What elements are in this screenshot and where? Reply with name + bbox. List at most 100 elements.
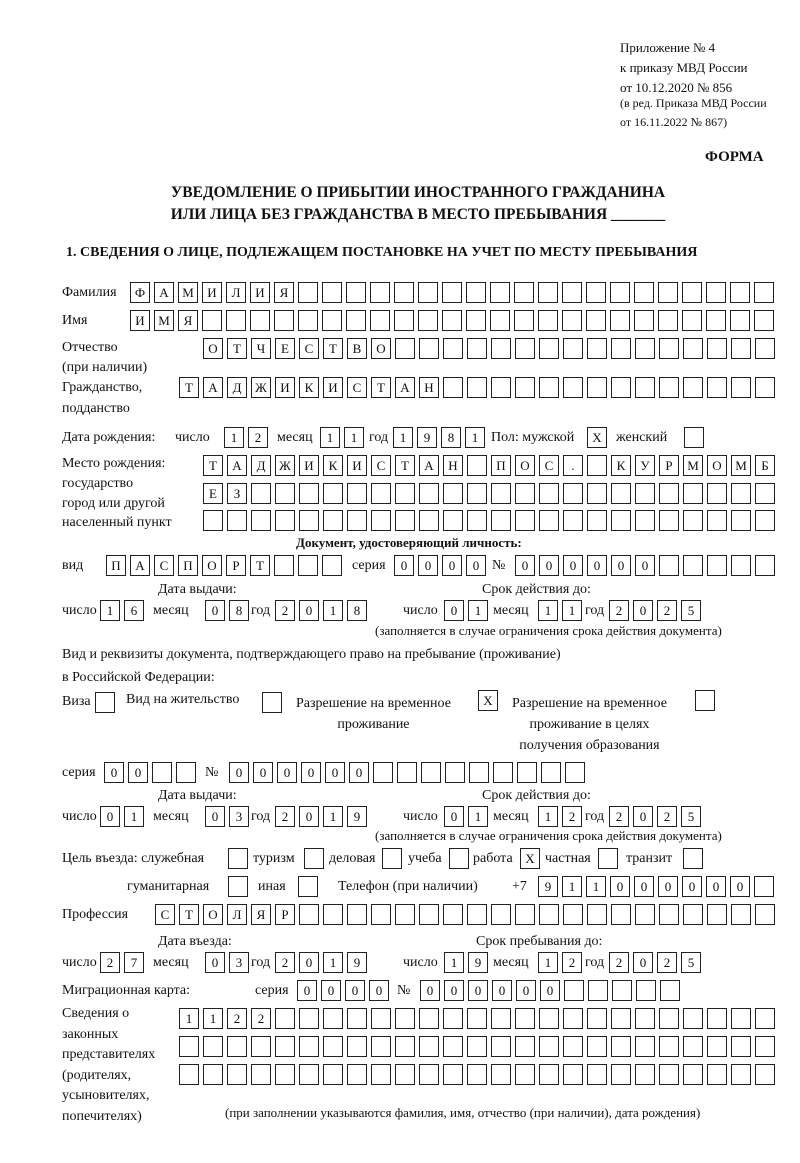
char-cell[interactable]	[443, 510, 463, 531]
char-cell[interactable]	[491, 510, 511, 531]
char-cell[interactable]	[226, 310, 246, 331]
char-cell[interactable]	[515, 377, 535, 398]
char-cell[interactable]: А	[419, 455, 439, 476]
char-cell[interactable]: 0	[299, 952, 319, 973]
char-cell[interactable]	[467, 455, 487, 476]
char-cell[interactable]: 1	[562, 600, 582, 621]
char-cell[interactable]	[491, 1036, 511, 1057]
char-cell[interactable]: Т	[203, 455, 223, 476]
char-cell[interactable]	[731, 1064, 751, 1085]
char-cell[interactable]	[563, 377, 583, 398]
char-cell[interactable]	[515, 1008, 535, 1029]
char-cell[interactable]: Т	[179, 377, 199, 398]
char-cell[interactable]	[443, 338, 463, 359]
char-cell[interactable]: 2	[657, 806, 677, 827]
char-cell[interactable]	[227, 1064, 247, 1085]
char-cell[interactable]: П	[106, 555, 126, 576]
char-cell[interactable]	[419, 904, 439, 925]
char-cell[interactable]: С	[539, 455, 559, 476]
temp-residence-checkbox[interactable]: X	[478, 690, 498, 711]
char-cell[interactable]: С	[347, 377, 367, 398]
char-cell[interactable]	[394, 310, 414, 331]
char-cell[interactable]: 0	[205, 806, 225, 827]
char-cell[interactable]	[587, 1008, 607, 1029]
char-cell[interactable]	[514, 310, 534, 331]
char-cell[interactable]	[467, 904, 487, 925]
char-cell[interactable]	[203, 1036, 223, 1057]
char-cell[interactable]: Б	[755, 455, 775, 476]
char-cell[interactable]: 2	[227, 1008, 247, 1029]
char-cell[interactable]	[347, 483, 367, 504]
char-cell[interactable]: 2	[100, 952, 120, 973]
char-cell[interactable]: 0	[297, 980, 317, 1001]
char-cell[interactable]	[635, 338, 655, 359]
char-cell[interactable]	[683, 904, 703, 925]
char-cell[interactable]	[274, 555, 294, 576]
char-cell[interactable]: 0	[394, 555, 414, 576]
char-cell[interactable]: С	[371, 455, 391, 476]
char-cell[interactable]: И	[275, 377, 295, 398]
char-cell[interactable]: 0	[301, 762, 321, 783]
char-cell[interactable]: 8	[441, 427, 461, 448]
char-cell[interactable]	[251, 510, 271, 531]
char-cell[interactable]	[539, 377, 559, 398]
char-cell[interactable]: 9	[538, 876, 558, 897]
char-cell[interactable]: Т	[227, 338, 247, 359]
char-cell[interactable]	[347, 1036, 367, 1057]
char-cell[interactable]	[371, 904, 391, 925]
char-cell[interactable]	[491, 1064, 511, 1085]
char-cell[interactable]: М	[178, 282, 198, 303]
char-cell[interactable]	[491, 904, 511, 925]
char-cell[interactable]: Т	[371, 377, 391, 398]
char-cell[interactable]	[636, 980, 656, 1001]
char-cell[interactable]: 2	[609, 806, 629, 827]
char-cell[interactable]	[754, 876, 774, 897]
char-cell[interactable]	[298, 310, 318, 331]
char-cell[interactable]	[371, 483, 391, 504]
char-cell[interactable]	[755, 904, 775, 925]
char-cell[interactable]	[659, 1008, 679, 1029]
char-cell[interactable]: 0	[634, 876, 654, 897]
char-cell[interactable]: 9	[347, 952, 367, 973]
char-cell[interactable]	[588, 980, 608, 1001]
char-cell[interactable]: 0	[563, 555, 583, 576]
char-cell[interactable]	[659, 1036, 679, 1057]
char-cell[interactable]	[274, 310, 294, 331]
char-cell[interactable]: А	[130, 555, 150, 576]
char-cell[interactable]	[275, 510, 295, 531]
char-cell[interactable]	[731, 377, 751, 398]
checkbox-cell[interactable]: X	[587, 427, 607, 448]
char-cell[interactable]: И	[299, 455, 319, 476]
char-cell[interactable]	[442, 310, 462, 331]
char-cell[interactable]	[467, 1008, 487, 1029]
char-cell[interactable]: 0	[492, 980, 512, 1001]
char-cell[interactable]	[251, 1036, 271, 1057]
char-cell[interactable]	[443, 1036, 463, 1057]
char-cell[interactable]: И	[202, 282, 222, 303]
char-cell[interactable]	[611, 483, 631, 504]
char-cell[interactable]: В	[347, 338, 367, 359]
char-cell[interactable]: 0	[587, 555, 607, 576]
char-cell[interactable]	[515, 483, 535, 504]
char-cell[interactable]	[682, 282, 702, 303]
char-cell[interactable]	[731, 1036, 751, 1057]
char-cell[interactable]	[563, 338, 583, 359]
char-cell[interactable]	[707, 555, 727, 576]
char-cell[interactable]	[635, 483, 655, 504]
char-cell[interactable]: 0	[205, 952, 225, 973]
char-cell[interactable]	[467, 1064, 487, 1085]
char-cell[interactable]	[394, 282, 414, 303]
char-cell[interactable]: П	[178, 555, 198, 576]
char-cell[interactable]	[755, 1036, 775, 1057]
char-cell[interactable]: 7	[124, 952, 144, 973]
char-cell[interactable]: 0	[299, 600, 319, 621]
